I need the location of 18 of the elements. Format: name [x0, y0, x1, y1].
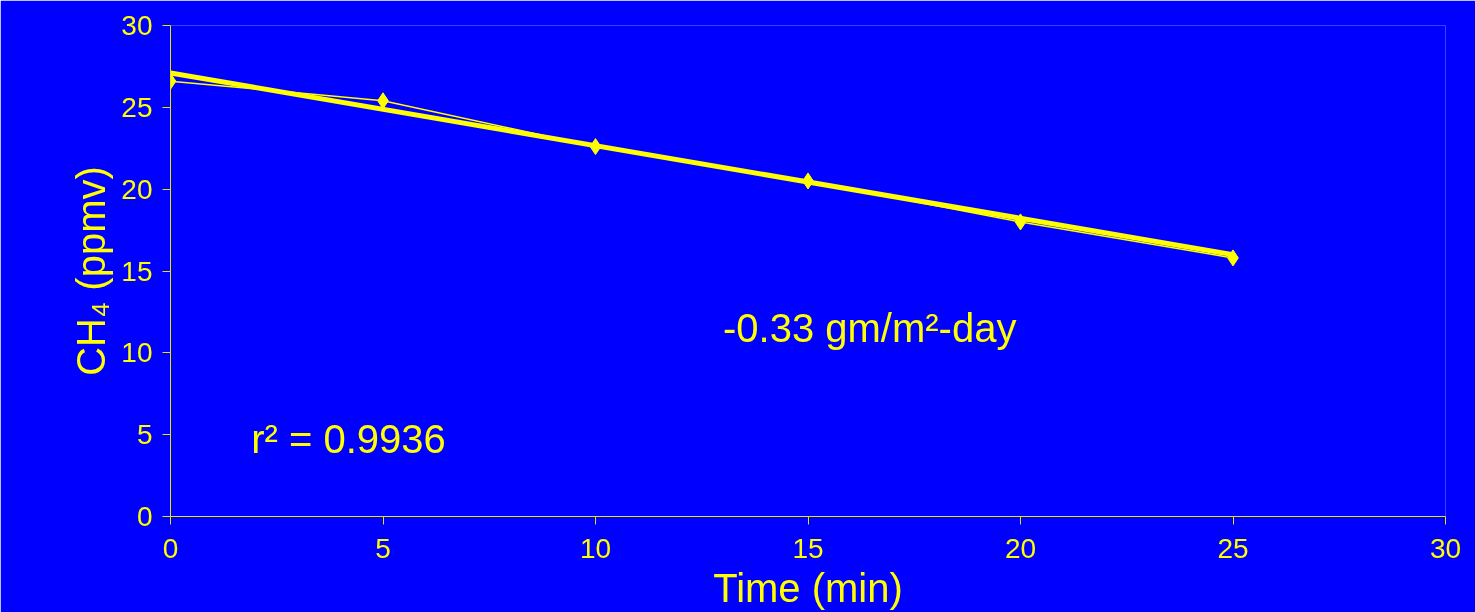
- y-tick-label: 0: [136, 501, 153, 532]
- y-tick-label: 20: [121, 173, 153, 205]
- y-tick-label: 30: [121, 10, 153, 41]
- y-tick-label: 10: [121, 337, 153, 369]
- x-tick-label: 10: [579, 532, 612, 564]
- x-tick-label: 0: [162, 532, 179, 564]
- x-tick-label: 30: [1429, 532, 1462, 564]
- annotation: r² = 0.9936: [251, 416, 446, 461]
- x-tick-label: 25: [1217, 532, 1249, 564]
- annotation: -0.33 gm/m²-day: [723, 305, 1017, 350]
- y-tick-label: 25: [121, 91, 153, 123]
- y-tick-label: 15: [121, 255, 153, 287]
- x-tick-label: 20: [1004, 532, 1037, 564]
- y-tick-label: 5: [136, 419, 153, 451]
- x-tick-label: 5: [375, 532, 391, 564]
- y-axis-title: CH₄ (ppmv): [69, 166, 114, 376]
- x-axis-title: Time (min): [713, 565, 903, 610]
- x-tick-label: 15: [792, 532, 824, 564]
